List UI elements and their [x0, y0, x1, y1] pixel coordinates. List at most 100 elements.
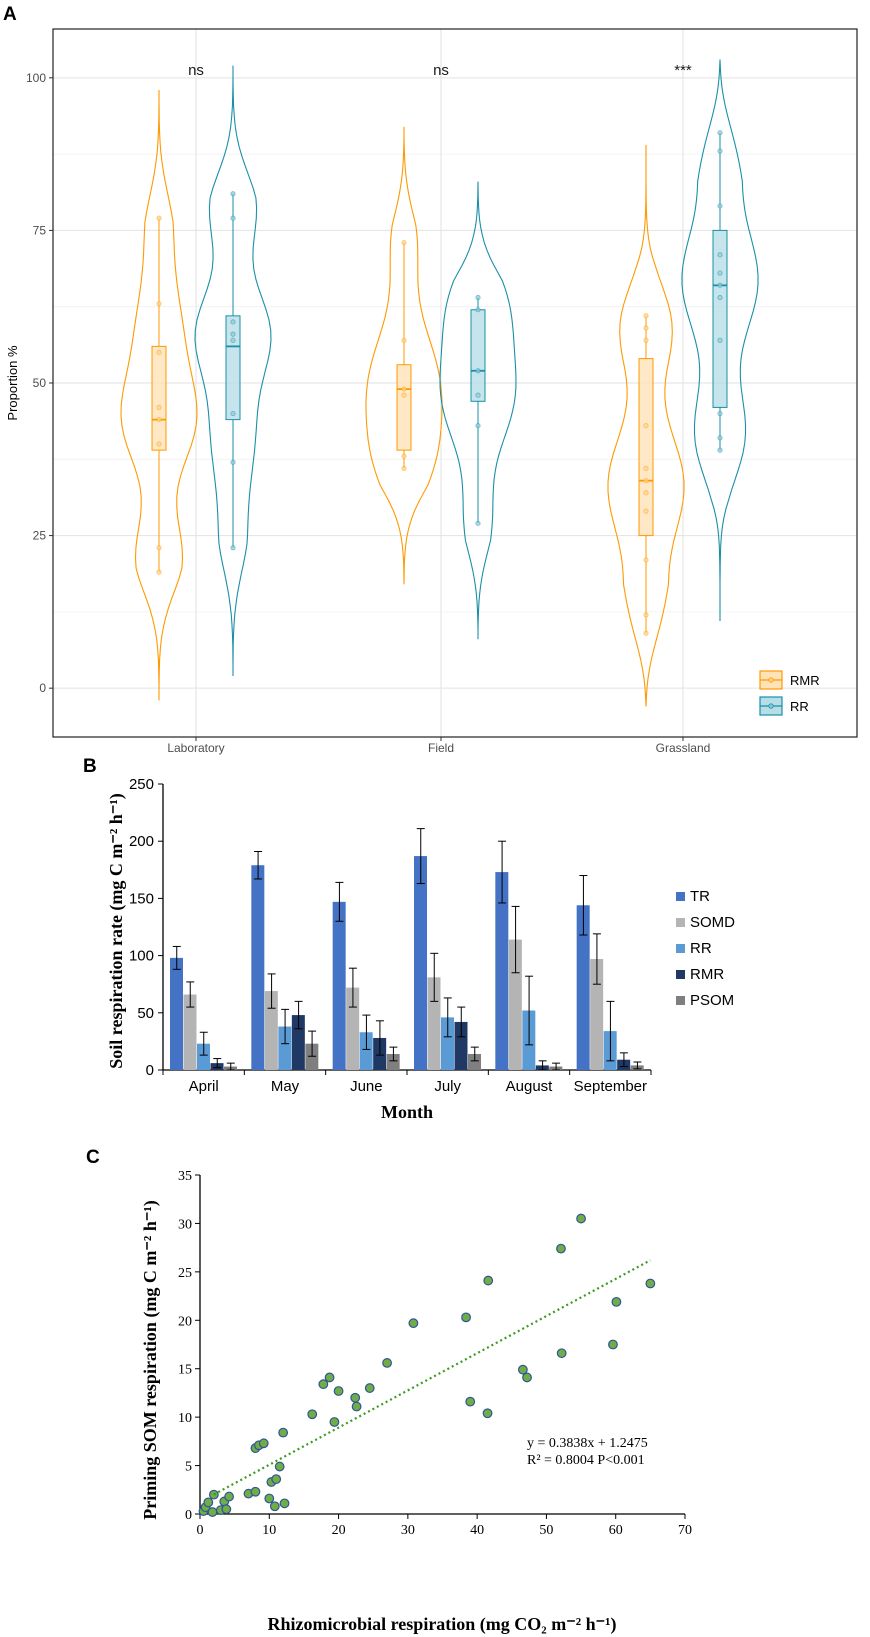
data-point-rr: [717, 447, 723, 453]
data-point-rr: [717, 203, 723, 209]
data-point-rr: [717, 130, 723, 136]
scatter-point: [350, 1392, 361, 1403]
bar-rr: [359, 1032, 373, 1070]
panel-a-x-tick-label: Laboratory: [167, 741, 224, 755]
legend-somd-swatch: [676, 918, 685, 927]
scatter-point: [408, 1318, 419, 1329]
scatter-point: [207, 1507, 218, 1517]
data-point-rr: [475, 307, 481, 313]
data-point-rmr: [643, 490, 649, 496]
data-point-rmr: [643, 423, 649, 429]
box-rmr: [638, 358, 654, 537]
panel-b-y-tick-label: 100: [129, 948, 154, 965]
legend-psom-swatch: [676, 996, 685, 1005]
violin-rmr: [365, 126, 443, 585]
panel-c-y-tick-label: 35: [178, 1169, 192, 1184]
panel-b-x-tick-label: July: [434, 1078, 461, 1095]
scatter-point: [307, 1409, 318, 1420]
bar-rr: [441, 1017, 454, 1070]
data-point-rmr: [156, 301, 162, 307]
legend-tr-label: TR: [690, 888, 710, 905]
scatter-point: [645, 1278, 656, 1289]
legend-psom-label: PSOM: [690, 992, 734, 1009]
data-point-rmr: [643, 325, 649, 331]
panel-c-y-tick-label: 20: [178, 1314, 192, 1329]
panel-b-y-tick-label: 0: [146, 1062, 154, 1079]
data-point-rr: [230, 459, 236, 465]
panel-c-y-tick-label: 5: [185, 1460, 192, 1475]
data-point-rmr: [643, 630, 649, 636]
scatter-point: [318, 1379, 329, 1390]
box-rmr: [396, 364, 412, 451]
panel-a-y-tick-label: 100: [26, 71, 46, 85]
panel-b-y-tick-label: 200: [129, 833, 154, 850]
panel-b-y-tick-label: 50: [137, 1005, 154, 1022]
bar-somd: [264, 991, 278, 1070]
panel-a-frame: [52, 28, 858, 738]
panel-c-x-tick-label: 10: [262, 1523, 276, 1538]
scatter-point: [329, 1417, 340, 1427]
data-point-rr: [230, 191, 236, 197]
legend-rr-label: RR: [690, 940, 712, 957]
bar-psom: [468, 1053, 481, 1070]
panel-c-x-axis-label: Rhizomicrobial respiration (mg CO₂ m⁻² h…: [267, 1614, 616, 1635]
panel-c-y-axis-label: Priming SOM respiration (mg C m⁻² h⁻¹): [140, 1200, 161, 1519]
data-point-rr: [717, 295, 723, 301]
scatter-point: [258, 1438, 269, 1449]
scatter-point: [203, 1497, 214, 1508]
bar-tr: [414, 856, 427, 1070]
data-point-rr: [230, 337, 236, 343]
panel-c-x-tick-label: 50: [539, 1523, 553, 1538]
box-rr: [712, 229, 728, 408]
data-point-rmr: [643, 612, 649, 618]
bar-tr: [576, 905, 590, 1070]
bar-rmr: [454, 1021, 468, 1070]
data-point-rmr: [401, 240, 407, 246]
data-point-rmr: [643, 557, 649, 563]
scatter-point: [208, 1489, 219, 1500]
data-point-rr: [717, 270, 723, 276]
panel-a-label: A: [3, 4, 17, 25]
scatter-point: [250, 1486, 261, 1497]
bar-somd: [427, 977, 441, 1070]
scatter-point: [221, 1504, 232, 1515]
data-point-rr: [230, 331, 236, 337]
scatter-point: [269, 1501, 280, 1512]
scatter-point: [382, 1358, 392, 1368]
panel-b-y-tick-label: 250: [129, 776, 154, 793]
scatter-point: [224, 1491, 235, 1502]
panel-c-x-tick-label: 60: [609, 1523, 623, 1538]
legend-rmr-label: RMR: [790, 673, 820, 688]
bar-somd: [346, 987, 360, 1070]
panel-b-label: B: [83, 756, 97, 777]
scatter-point: [465, 1396, 476, 1407]
bar-psom: [305, 1043, 319, 1070]
panel-c-x-tick-label: 40: [470, 1523, 484, 1538]
bar-tr: [332, 901, 346, 1070]
data-point-rr: [717, 337, 723, 343]
bar-somd: [590, 959, 604, 1070]
data-point-rr: [230, 410, 236, 417]
box-rr: [470, 309, 486, 402]
panel-a-y-tick-label: 25: [33, 529, 47, 543]
data-point-rr: [717, 410, 723, 417]
data-point-rr: [475, 368, 481, 374]
data-point-rmr: [643, 465, 649, 471]
scatter-point: [351, 1401, 362, 1412]
legend-rmr-label: RMR: [690, 966, 724, 983]
data-point-rr: [475, 392, 481, 398]
scatter-point: [483, 1275, 494, 1286]
panel-c-y-tick-label: 25: [178, 1266, 192, 1281]
data-point-rr: [230, 215, 236, 221]
panel-c-x-tick-label: 20: [332, 1523, 346, 1538]
panel-a-y-tick-label: 75: [33, 223, 47, 237]
data-point-rmr: [156, 349, 162, 356]
panel-c-y-tick-label: 30: [178, 1217, 192, 1232]
data-point-rmr: [401, 392, 407, 398]
panel-b-x-axis-label: Month: [381, 1102, 433, 1122]
panel-b-x-tick-label: April: [189, 1078, 219, 1095]
scatter-point: [264, 1493, 275, 1504]
panel-b-x-tick-label: September: [574, 1078, 647, 1095]
scatter-point: [517, 1364, 528, 1375]
